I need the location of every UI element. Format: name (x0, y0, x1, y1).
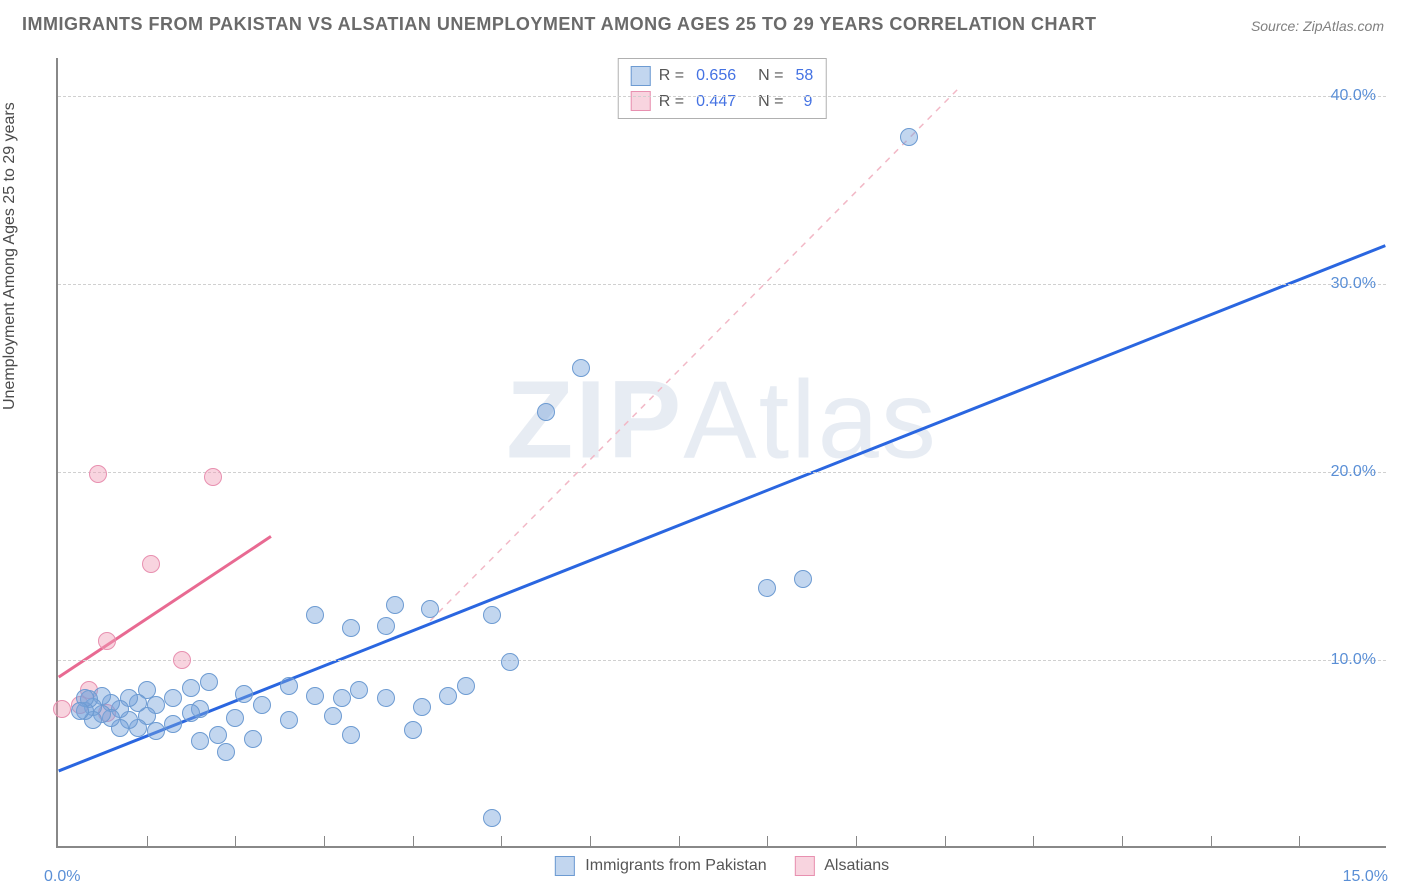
data-point-blue (164, 689, 182, 707)
data-point-blue (182, 704, 200, 722)
x-tick-mark (1211, 836, 1212, 846)
legend-label-pink: Alsatians (824, 857, 889, 874)
data-point-blue (377, 689, 395, 707)
data-point-blue (421, 600, 439, 618)
gridline (58, 472, 1386, 473)
data-point-blue (306, 606, 324, 624)
x-tick-min: 0.0% (44, 868, 80, 886)
data-point-blue (572, 359, 590, 377)
legend-item-pink: Alsatians (795, 856, 889, 876)
data-point-pink (89, 465, 107, 483)
data-point-blue (235, 685, 253, 703)
data-point-blue (457, 677, 475, 695)
x-tick-mark (1299, 836, 1300, 846)
chart-title: IMMIGRANTS FROM PAKISTAN VS ALSATIAN UNE… (22, 14, 1097, 35)
data-point-blue (404, 721, 422, 739)
data-point-blue (182, 679, 200, 697)
data-point-blue (483, 606, 501, 624)
data-point-blue (209, 726, 227, 744)
data-point-blue (71, 702, 89, 720)
data-point-pink (53, 700, 71, 718)
x-tick-mark (590, 836, 591, 846)
legend-swatch-pink (795, 856, 815, 876)
data-point-blue (333, 689, 351, 707)
gridline (58, 660, 1386, 661)
x-tick-mark (945, 836, 946, 846)
y-tick-label: 20.0% (1331, 463, 1376, 481)
data-point-blue (280, 677, 298, 695)
data-point-blue (483, 809, 501, 827)
data-point-blue (324, 707, 342, 725)
trend-lines (58, 58, 1386, 846)
y-tick-label: 30.0% (1331, 275, 1376, 293)
legend-label-blue: Immigrants from Pakistan (585, 857, 766, 874)
data-point-blue (244, 730, 262, 748)
data-point-blue (794, 570, 812, 588)
trend-line (59, 536, 271, 677)
x-tick-mark (1033, 836, 1034, 846)
gridline (58, 96, 1386, 97)
data-point-blue (200, 673, 218, 691)
data-point-blue (217, 743, 235, 761)
data-point-pink (204, 468, 222, 486)
data-point-pink (173, 651, 191, 669)
data-point-pink (98, 632, 116, 650)
x-tick-mark (767, 836, 768, 846)
x-tick-mark (1122, 836, 1123, 846)
data-point-blue (306, 687, 324, 705)
y-tick-label: 40.0% (1331, 87, 1376, 105)
x-tick-mark (856, 836, 857, 846)
source-label: Source: ZipAtlas.com (1251, 18, 1384, 34)
y-tick-label: 10.0% (1331, 651, 1376, 669)
x-tick-mark (501, 836, 502, 846)
data-point-pink (142, 555, 160, 573)
plot-area: ZIPAtlas R = 0.656 N = 58 R = 0.447 N = … (56, 58, 1386, 848)
data-point-blue (191, 732, 209, 750)
data-point-blue (758, 579, 776, 597)
data-point-blue (226, 709, 244, 727)
data-point-blue (439, 687, 457, 705)
data-point-blue (253, 696, 271, 714)
x-tick-mark (679, 836, 680, 846)
legend-swatch-blue (555, 856, 575, 876)
data-point-blue (147, 722, 165, 740)
data-point-blue (501, 653, 519, 671)
x-tick-mark (235, 836, 236, 846)
x-tick-mark (324, 836, 325, 846)
data-point-blue (280, 711, 298, 729)
data-point-blue (413, 698, 431, 716)
data-point-blue (350, 681, 368, 699)
data-point-blue (342, 726, 360, 744)
trend-line (59, 246, 1386, 771)
x-tick-mark (413, 836, 414, 846)
data-point-blue (537, 403, 555, 421)
x-tick-max: 15.0% (1343, 868, 1388, 886)
y-axis-label: Unemployment Among Ages 25 to 29 years (1, 102, 19, 410)
data-point-blue (386, 596, 404, 614)
data-point-blue (900, 128, 918, 146)
trend-line (430, 86, 961, 621)
series-legend: Immigrants from Pakistan Alsatians (549, 856, 895, 876)
data-point-blue (377, 617, 395, 635)
data-point-blue (342, 619, 360, 637)
legend-item-blue: Immigrants from Pakistan (555, 856, 767, 876)
data-point-blue (164, 715, 182, 733)
x-tick-mark (147, 836, 148, 846)
gridline (58, 284, 1386, 285)
